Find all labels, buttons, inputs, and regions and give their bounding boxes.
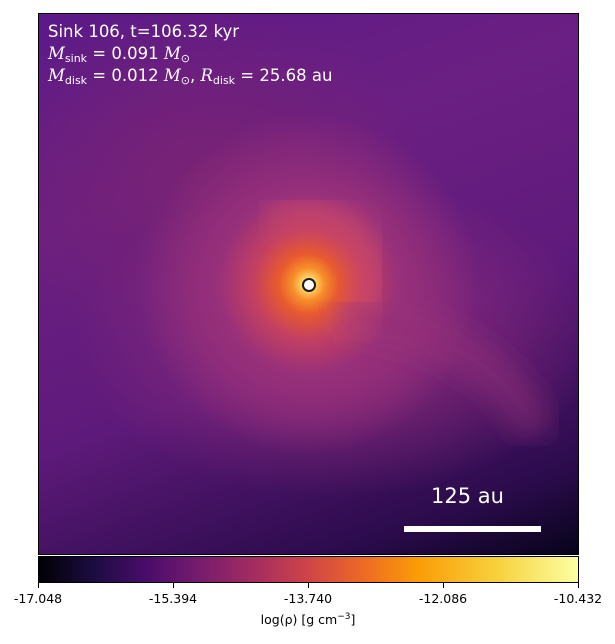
sink-title: Sink 106, t=106.32 kyr <box>48 22 240 41</box>
disk-properties: Mdisk = 0.012 M⊙, Rdisk = 25.68 au <box>48 66 333 87</box>
colorbar-tick <box>38 583 39 588</box>
colorbar-tick-label: -13.740 <box>283 591 333 606</box>
colorbar-tick-label: -10.432 <box>553 591 603 606</box>
colorbar <box>38 556 579 583</box>
colorbar-tick-label: -17.048 <box>13 591 63 606</box>
sink-mass: Msink = 0.091 M⊙ <box>48 44 190 65</box>
colorbar-label: log(ρ) [g cm−3] <box>260 612 356 628</box>
colorbar-tick <box>578 583 579 588</box>
colorbar-tick <box>308 583 309 588</box>
density-map: Sink 106, t=106.32 kyr Msink = 0.091 M⊙ … <box>38 13 579 555</box>
colorbar-tick-label: -12.086 <box>418 591 468 606</box>
spiral-structure <box>258 197 557 444</box>
scale-bar-label: 125 au <box>431 484 504 508</box>
colorbar-tick <box>173 583 174 588</box>
scale-bar <box>404 526 541 532</box>
sink-marker <box>302 278 316 292</box>
colorbar-tick <box>443 583 444 588</box>
colorbar-tick-label: -15.394 <box>148 591 198 606</box>
